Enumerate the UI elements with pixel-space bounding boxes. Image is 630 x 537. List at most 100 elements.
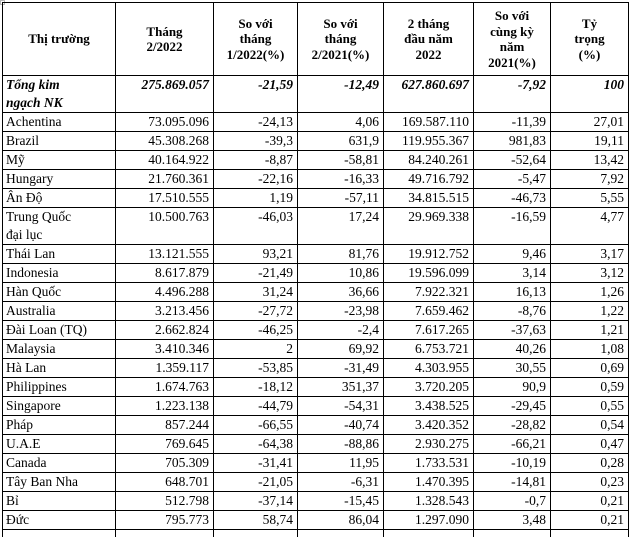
value-cell: 86,04 [297, 510, 384, 530]
value-cell: 73.095.096 [115, 112, 214, 132]
value-cell: -54,31 [297, 396, 384, 416]
table-body: Tổng kim ngạch NK 275.869.057 -21,59 -12,49… [2, 75, 629, 537]
value-cell: -16,33 [297, 169, 384, 189]
table-row: Đài Loan (TQ) 2.662.824 -46,25 -2,4 7.617.26… [2, 320, 629, 340]
empty-cell [383, 529, 474, 537]
value-cell: 857.244 [115, 415, 214, 435]
value-cell: 21.760.361 [115, 169, 214, 189]
value-cell: 11,95 [297, 453, 384, 473]
value-cell: 1,21 [550, 320, 629, 340]
value-cell: 36,66 [297, 282, 384, 302]
empty-cell [213, 529, 298, 537]
value-cell: -37,14 [213, 491, 298, 511]
value-cell: -88,86 [297, 434, 384, 454]
value-cell: 3,14 [473, 263, 551, 283]
value-cell: -8,76 [473, 301, 551, 321]
value-cell: 5,55 [550, 188, 629, 208]
value-cell: 9,46 [473, 244, 551, 264]
value-cell: -22,16 [213, 169, 298, 189]
table-row: Australia 3.213.456 -27,72 -23,98 7.659.462-… [2, 301, 629, 321]
col-header-vs-same-period-2021: So với cùng kỳ năm 2021(%) [473, 2, 551, 76]
col-header-feb-2022: Tháng 2/2022 [115, 2, 214, 76]
value-cell: -16,59 [473, 207, 551, 245]
value-cell: 34.815.515 [383, 188, 474, 208]
value-cell: 49.716.792 [383, 169, 474, 189]
value-cell: -57,11 [297, 188, 384, 208]
value-cell: 81,76 [297, 244, 384, 264]
value-cell: -8,87 [213, 150, 298, 170]
value-cell: 84.240.261 [383, 150, 474, 170]
table-row: Bỉ 512.798 -37,14 -15,45 1.328.543 -0,7 0,21 [2, 491, 629, 511]
value-cell: 0,21 [550, 491, 629, 511]
value-cell: 7.659.462 [383, 301, 474, 321]
value-cell: 4.303.955 [383, 358, 474, 378]
value-cell: -52,64 [473, 150, 551, 170]
value-cell: -40,74 [297, 415, 384, 435]
empty-cell [115, 529, 214, 537]
value-cell: 0,69 [550, 358, 629, 378]
table-row: U.A.E 769.645 -64,38 -88,86 2.930.275 -66,21 0… [2, 434, 629, 454]
table-row: Hàn Quốc 4.496.288 31,24 36,66 7.922.321 16,1… [2, 282, 629, 302]
value-cell: 17.510.555 [115, 188, 214, 208]
table-row: Achentina 73.095.096 -24,13 4,06 169.587.110… [2, 112, 629, 132]
value-cell: -18,12 [213, 377, 298, 397]
value-cell: 4.496.288 [115, 282, 214, 302]
value-cell: 1,08 [550, 339, 629, 359]
value-cell: -46,25 [213, 320, 298, 340]
value-cell: -0,7 [473, 491, 551, 511]
value-cell: 119.955.367 [383, 131, 474, 151]
market-name-cell: Achentina [2, 112, 116, 132]
value-cell: 3,48 [473, 510, 551, 530]
value-cell: -31,41 [213, 453, 298, 473]
market-name-cell: Đài Loan (TQ) [2, 320, 116, 340]
value-cell: -64,38 [213, 434, 298, 454]
value-cell: 4,06 [297, 112, 384, 132]
clipped-row [2, 529, 629, 537]
value-cell: 512.798 [115, 491, 214, 511]
value-cell: 2.930.275 [383, 434, 474, 454]
value-cell: -21,05 [213, 472, 298, 492]
value-cell: 16,13 [473, 282, 551, 302]
value-cell: 1,22 [550, 301, 629, 321]
empty-cell [297, 529, 384, 537]
col-header-vs-jan-2022: So với tháng 1/2022(%) [213, 2, 298, 76]
table-row: Indonesia 8.617.879 -21,49 10,86 19.596.099 3… [2, 263, 629, 283]
value-cell: 40.164.922 [115, 150, 214, 170]
table-row: Pháp 857.244 -66,55 -40,74 3.420.352 -28,82 0,… [2, 415, 629, 435]
market-name-cell: Philippines [2, 377, 116, 397]
market-name-cell: Thái Lan [2, 244, 116, 264]
value-cell: -29,45 [473, 396, 551, 416]
table-row: Trung Quốc đại lục 10.500.763 -46,03 17,24 2… [2, 207, 629, 245]
value-cell: 0,55 [550, 396, 629, 416]
market-name-cell: Tây Ban Nha [2, 472, 116, 492]
value-cell: 13.121.555 [115, 244, 214, 264]
value-cell: 1,26 [550, 282, 629, 302]
empty-cell [473, 529, 551, 537]
market-name-cell: Pháp [2, 415, 116, 435]
header-row: Thị trường Tháng 2/2022 So với tháng 1/2… [2, 2, 629, 76]
value-cell: 705.309 [115, 453, 214, 473]
value-cell: 0,28 [550, 453, 629, 473]
value-cell: 7.617.265 [383, 320, 474, 340]
value-cell: 7.922.321 [383, 282, 474, 302]
value-cell: -2,4 [297, 320, 384, 340]
value-cell: 627.860.697 [383, 75, 474, 113]
value-cell: 3.410.346 [115, 339, 214, 359]
value-cell: 69,92 [297, 339, 384, 359]
value-cell: 31,24 [213, 282, 298, 302]
market-name-cell: Canada [2, 453, 116, 473]
market-name-cell: Mỹ [2, 150, 116, 170]
value-cell: -44,79 [213, 396, 298, 416]
value-cell: 19.596.099 [383, 263, 474, 283]
market-name-cell: Hà Lan [2, 358, 116, 378]
value-cell: 3,17 [550, 244, 629, 264]
table-row: Malaysia 3.410.346 2 69,92 6.753.721 40,26 1,0… [2, 339, 629, 359]
value-cell: 3.420.352 [383, 415, 474, 435]
market-name-cell: Ân Độ [2, 188, 116, 208]
value-cell: -5,47 [473, 169, 551, 189]
value-cell: 0,54 [550, 415, 629, 435]
value-cell: 648.701 [115, 472, 214, 492]
value-cell: 6.753.721 [383, 339, 474, 359]
market-name-cell: Hàn Quốc [2, 282, 116, 302]
